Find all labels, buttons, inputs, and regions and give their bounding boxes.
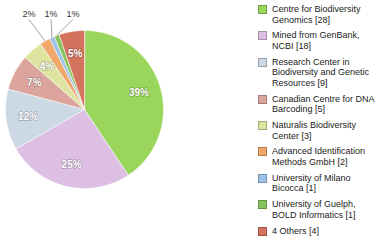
html-text:University of Milano Bicocca [: University of Milano Bicocca [1]	[272, 172, 351, 194]
html-text:Mined from GenBank, NCBI [18]: Mined from GenBank, NCBI [18]	[272, 30, 360, 51]
svg-text:5%: 5%	[68, 48, 83, 59]
svg-text:7%: 7%	[27, 77, 42, 88]
svg-text:2%: 2%	[22, 9, 35, 19]
svg-text:25%: 25%	[62, 159, 82, 170]
html-text:4 Others [4]: 4 Others [4]	[272, 225, 319, 236]
svg-text:1%: 1%	[66, 9, 79, 19]
html-text:Research Center in Biodiversit: Research Center in Biodiversity and Gene…	[272, 56, 370, 88]
html-text:Canadian Centre for DNA Barcod: Canadian Centre for DNA Barcoding [5]	[272, 93, 375, 115]
html-text:Naturalis Biodiversity Center: Naturalis Biodiversity Center [3]	[272, 120, 356, 141]
svg-text:39%: 39%	[129, 87, 149, 98]
svg-text:1%: 1%	[44, 9, 57, 19]
html-text:University of Guelph, BOLD Inf: University of Guelph, BOLD Informatics […	[272, 199, 356, 220]
html-text:Advanced Identification Method: Advanced Identification Methods GmbH [2]	[272, 146, 366, 167]
svg-text:4%: 4%	[40, 61, 55, 72]
svg-text:12%: 12%	[18, 111, 38, 122]
html-text:Centre for Biodiversity Genomi: Centre for Biodiversity Genomics [28]	[272, 4, 361, 25]
